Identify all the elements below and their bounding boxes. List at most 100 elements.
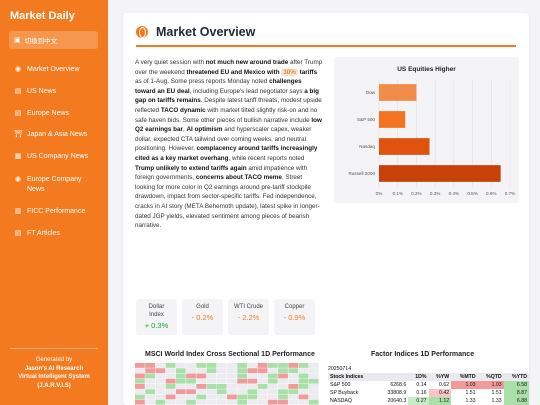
heatmap-cell — [278, 363, 288, 368]
stat-label: Copper — [284, 304, 305, 310]
sidebar-item-market-overview[interactable]: ◉ Market Overview — [0, 65, 88, 75]
heatmap-cell — [288, 373, 299, 379]
heatmap-cell — [145, 373, 156, 379]
bold-text: threatened EU and Mexico with — [186, 68, 280, 76]
bar-chart-svg: 0% 0.1% 0.2% 0.3% 0.4% 0.5% 0.6% 0.7% Dow S&P 500… — [348, 79, 515, 196]
heatmap-cell — [247, 394, 258, 400]
heatmap-cell — [155, 363, 166, 368]
heatmap-cell — [298, 399, 309, 405]
building-icon: ▦ — [14, 153, 22, 160]
heatmap-cell — [186, 394, 196, 400]
heatmap-cell — [278, 384, 288, 389]
sidebar-item-label: Japan & Asia News — [27, 131, 88, 138]
sidebar-item-europe-news[interactable]: ▤ Europe News — [0, 109, 77, 119]
heatmap-cell — [298, 363, 309, 368]
cell-qtd: 1.51 — [491, 390, 502, 396]
msci-heatmap — [135, 363, 319, 405]
cell-yw: 0.62 — [439, 382, 450, 388]
heatmap-cell — [216, 368, 227, 374]
cell-mtd: 1.51 — [465, 390, 476, 396]
heatmap-cell — [227, 378, 237, 384]
sidebar-item-ft-articles[interactable]: ▤ FT Articles — [0, 229, 68, 239]
sidebar-item-label: US News — [27, 88, 57, 95]
sidebar-item-us-news[interactable]: ▤ US News — [0, 87, 64, 97]
stat-value: + 0.3% — [144, 321, 169, 330]
sidebar-item-us-company-news[interactable]: ▦ US Company News — [0, 152, 96, 162]
heatmap-cell — [308, 384, 319, 389]
globe-icon: ◉ — [14, 66, 22, 73]
heatmap-cell — [237, 394, 248, 400]
heatmap-cell — [288, 368, 299, 374]
heatmap-cell — [175, 378, 186, 384]
heatmap-cell — [227, 389, 237, 395]
cell-1d: 0.16 — [416, 390, 427, 396]
heatmap-cell — [206, 373, 217, 379]
heatmap-cell — [288, 394, 299, 400]
bold-text: not much new around trade — [205, 59, 289, 66]
sidebar-item-label: US Company News — [27, 153, 89, 160]
heatmap-cell — [186, 399, 196, 405]
divider — [10, 348, 98, 349]
cell-name: SP Buyback — [330, 390, 359, 396]
heatmap-cell — [165, 363, 176, 368]
article-icon: ▤ — [14, 230, 22, 237]
heatmap-cell — [206, 378, 217, 384]
heatmap-cell — [267, 378, 278, 384]
generated-by-credit: Generated by Jason's AI Research Virtual… — [0, 356, 108, 390]
heatmap-cell — [288, 389, 299, 395]
text-span: , — [182, 126, 187, 134]
heatmap-cell — [175, 384, 186, 389]
stat-label: Gold — [196, 304, 209, 310]
table-header-row: Stock Indices 1D% %YW %MTD %QTD %YTD — [328, 373, 529, 381]
heatmap-cell — [165, 394, 176, 400]
page-title: Market Overview — [156, 25, 256, 39]
sidebar-item-europe-company-news[interactable]: ◉ Europe Company News — [0, 175, 101, 195]
heatmap-cell — [227, 363, 237, 368]
cell-yw: 1.12 — [428, 397, 452, 405]
stat-label: Dollar Index — [148, 304, 165, 318]
heatmap-cell — [196, 394, 207, 400]
y-category-label: Dow — [366, 90, 376, 95]
heatmap-cell — [196, 384, 207, 389]
sidebar-item-ficc-performance[interactable]: ▥ FICC Performance — [0, 207, 93, 217]
heatmap-cell — [267, 389, 278, 395]
heatmap-cell — [308, 378, 319, 384]
bold-text: concerns about TACO meme — [195, 174, 282, 182]
heatmap-cell — [298, 389, 309, 395]
heatmap-cell — [206, 384, 217, 389]
text-span: as of 1-Aug. Some press reports Monday n… — [135, 78, 270, 86]
heatmap-cell — [267, 394, 278, 400]
sidebar-item-japan-asia-news[interactable]: ⛩ Japan & Asia News — [0, 130, 95, 140]
heatmap-cell — [298, 394, 309, 400]
bold-text: TACO dynamic — [160, 106, 206, 114]
heatmap-cell — [216, 399, 227, 405]
heatmap-cell — [135, 394, 145, 400]
column-header: %MTD — [459, 374, 476, 380]
heatmap-cell — [216, 373, 227, 379]
cell-mtd: 1.03 — [451, 381, 478, 389]
heatmap-cell — [247, 389, 258, 395]
bar — [379, 111, 406, 128]
brand-title: Market Daily — [10, 10, 75, 22]
heatmap-cell — [278, 373, 288, 379]
stat-value: - 2.2% — [237, 313, 260, 322]
language-icon: ▣ — [14, 37, 21, 44]
globe-icon — [136, 26, 148, 38]
language-toggle-button[interactable]: ▣ 切換到中文 — [9, 31, 98, 49]
heatmap-cell — [278, 368, 288, 374]
heatmap-cell — [247, 378, 258, 384]
stat-label: WTI Crude — [233, 304, 263, 310]
bold-text: a big gap on tariffs remains — [135, 87, 319, 105]
heatmap-cell — [257, 384, 268, 389]
heatmap-cell — [165, 378, 176, 384]
bold-text: complacency around tariffs increasingly … — [135, 145, 318, 162]
heatmap-cell — [175, 394, 186, 400]
title-underline — [136, 45, 516, 47]
text-span: . Despite latest tariff threats, modest … — [135, 97, 322, 114]
heatmap-cell — [155, 378, 166, 384]
sidebar-item-label: Market Overview — [27, 66, 80, 73]
heatmap-cell — [298, 384, 309, 389]
bold-text: tariffs — [299, 68, 318, 76]
heatmap-cell — [165, 399, 176, 405]
cell-1d: 0.27 — [408, 397, 429, 405]
